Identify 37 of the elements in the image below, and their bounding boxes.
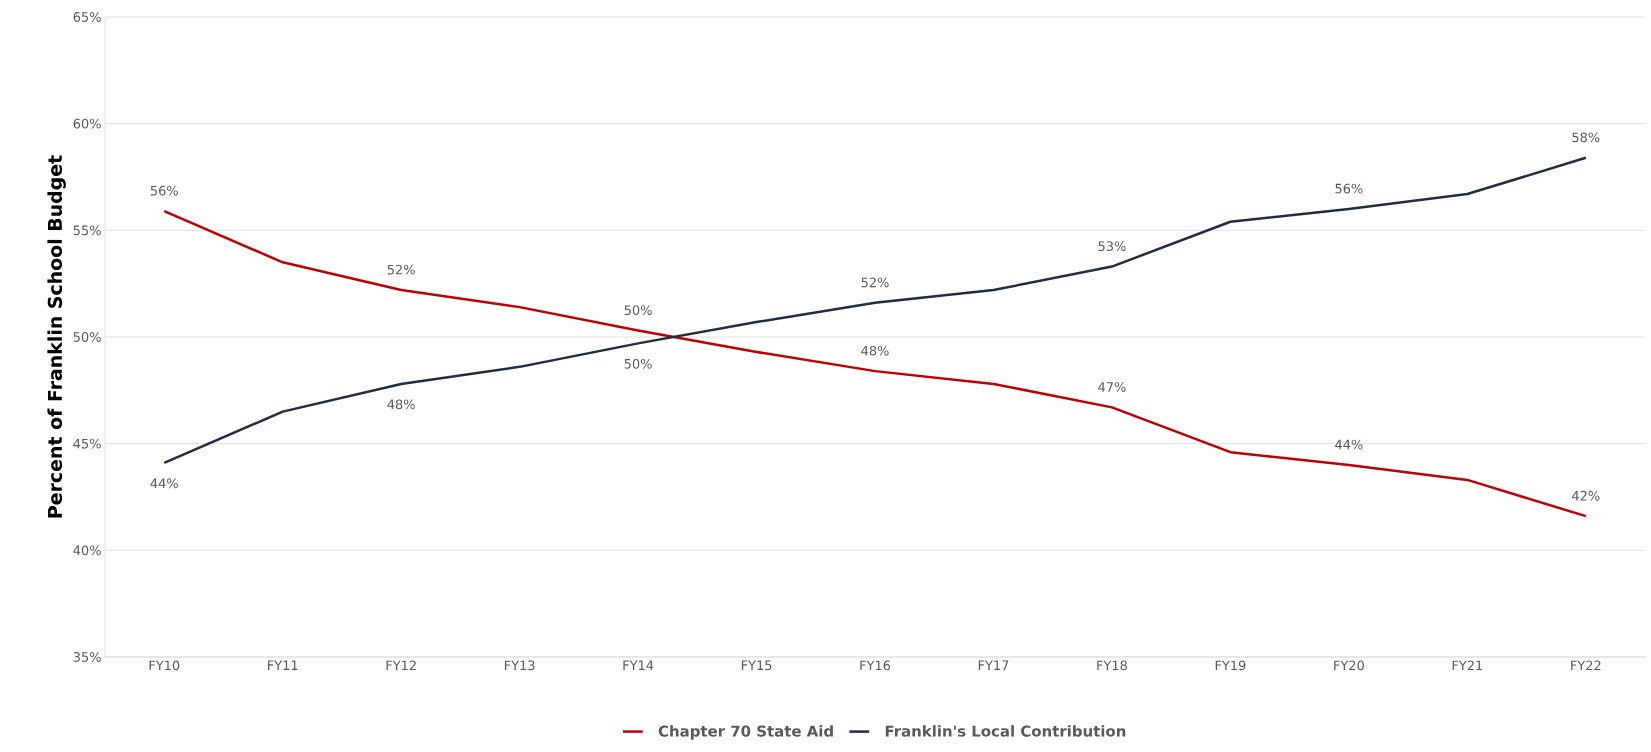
data-label: 48%: [861, 345, 889, 356]
y-tick-label: 40%: [73, 545, 101, 556]
x-tick-label: FY22: [1571, 660, 1601, 671]
y-tick-label: 65%: [73, 12, 101, 22]
data-label: 52%: [861, 277, 889, 288]
data-label: 48%: [387, 399, 415, 410]
x-tick-label: FY18: [1097, 660, 1127, 671]
x-tick-label: FY21: [1452, 660, 1483, 671]
data-label: 53%: [1098, 241, 1126, 252]
legend-label: Franklin's Local Contribution: [885, 725, 1126, 737]
x-tick-label: FY15: [741, 660, 772, 671]
data-label: 58%: [1572, 132, 1600, 143]
x-tick-label: FY11: [268, 660, 298, 670]
x-tick-label: FY10: [149, 660, 180, 671]
y-tick-label: 50%: [73, 332, 101, 342]
x-tick-label: FY13: [504, 660, 535, 671]
data-label: 44%: [150, 478, 178, 489]
x-tick-label: FY19: [1215, 660, 1246, 671]
data-label: 47%: [1098, 382, 1126, 392]
y-tick-label: 45%: [73, 438, 101, 449]
x-tick-label: FY16: [860, 660, 891, 671]
y-tick-label: 55%: [73, 225, 101, 236]
data-label: 50%: [624, 358, 652, 369]
data-label: 56%: [1335, 183, 1363, 194]
x-tick-label: FY20: [1334, 660, 1364, 671]
y-tick-label: 60%: [73, 118, 101, 129]
legend-label: Chapter 70 State Aid: [658, 725, 833, 740]
data-label: 56%: [150, 185, 178, 196]
data-label: 52%: [387, 264, 415, 275]
data-label: 42%: [1572, 490, 1600, 501]
x-tick-label: FY12: [386, 660, 416, 671]
y-axis-title: Percent of Franklin School Budget: [47, 155, 66, 518]
y-tick-label: 35%: [73, 652, 101, 662]
data-label: 50%: [624, 305, 652, 316]
x-tick-label: FY17: [978, 660, 1009, 670]
data-label: 44%: [1335, 439, 1363, 450]
x-tick-label: FY14: [623, 660, 654, 670]
